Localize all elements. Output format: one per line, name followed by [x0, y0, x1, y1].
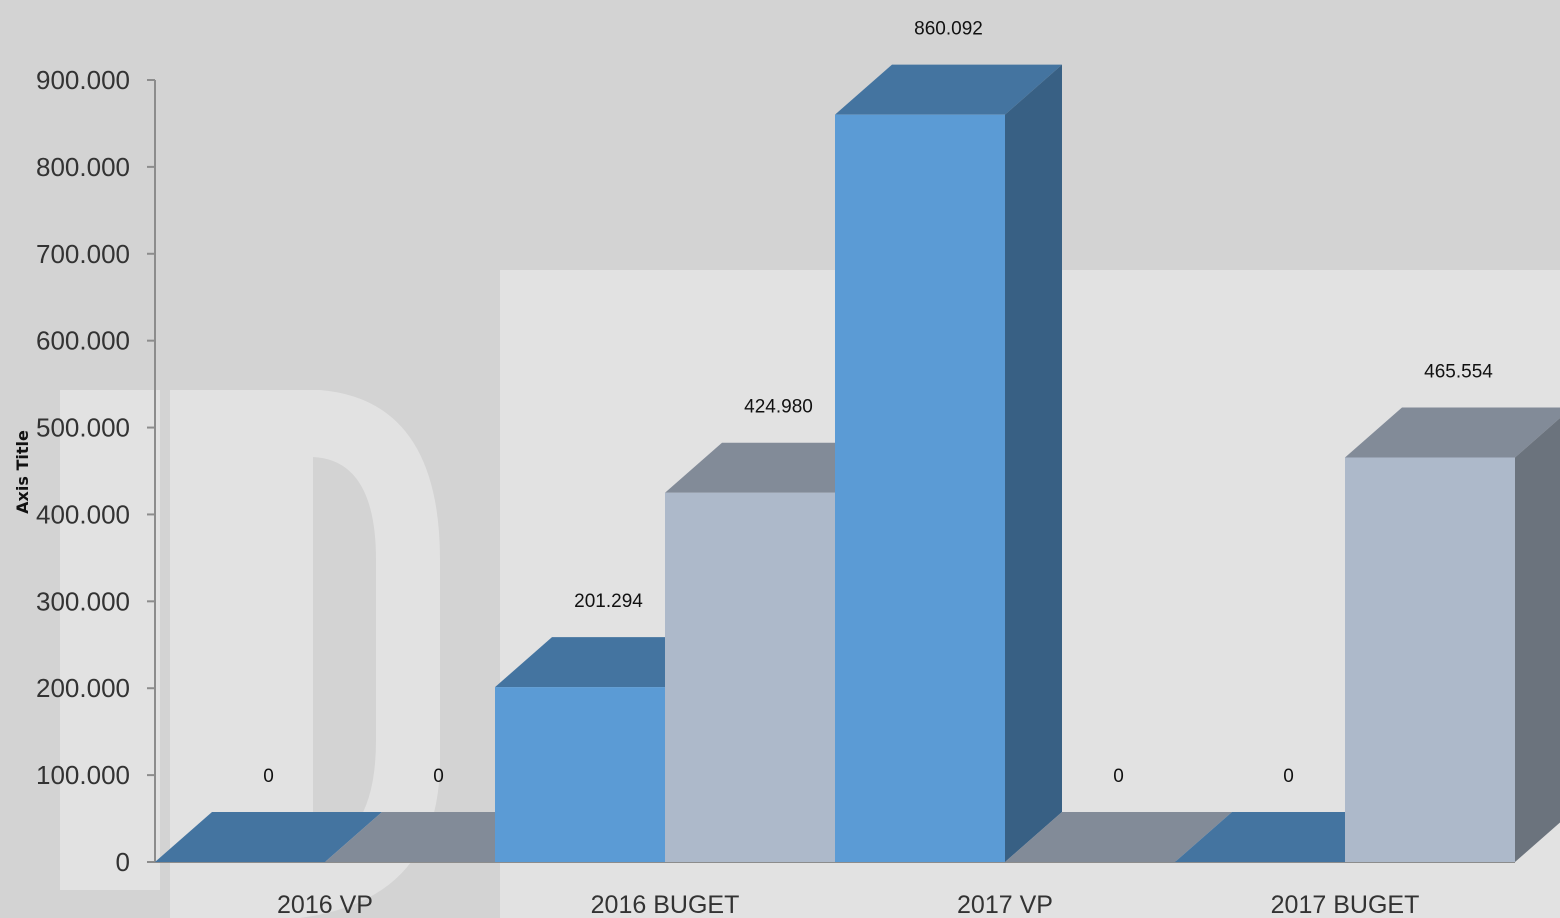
y-axis-title: Axis Title: [13, 430, 32, 514]
data-label: 0: [433, 766, 444, 787]
y-tick-label: 800.000: [36, 152, 130, 182]
bar-front-face: [835, 114, 1005, 863]
bar-side-face: [1005, 64, 1062, 863]
bar-top-face: [155, 812, 382, 862]
bar: [1005, 812, 1232, 862]
data-labels: 0 0 201.294 424.980 860.092 0 0 465.554: [263, 19, 1493, 787]
y-axis-ticks: 0 100.000 200.000 300.000 400.000 500.000 600.…: [36, 65, 155, 877]
watermark-letter-j: [60, 390, 160, 890]
bar-top-face: [1005, 812, 1232, 862]
data-label: 860.092: [914, 19, 983, 40]
y-tick-label: 900.000: [36, 65, 130, 95]
bars: [155, 64, 1560, 863]
bar: [835, 64, 1062, 863]
y-tick-label: 600.000: [36, 326, 130, 356]
x-category-label: 2016 VP: [277, 891, 373, 918]
data-label: 0: [1113, 766, 1124, 787]
y-tick-label: 700.000: [36, 239, 130, 269]
data-label: 0: [1283, 766, 1294, 787]
bar-top-face: [835, 64, 1062, 115]
y-tick-label: 500.000: [36, 413, 130, 443]
bar-front-face: [495, 687, 665, 862]
data-label: 0: [263, 766, 274, 787]
bar-front-face: [1345, 457, 1515, 862]
y-tick-label: 400.000: [36, 499, 130, 529]
data-label: 465.554: [1424, 361, 1493, 382]
watermark-letter-d: [170, 390, 440, 918]
y-tick-label: 0: [116, 847, 130, 877]
x-category-label: 2016 BUGET: [591, 891, 740, 918]
watermark-letter-t-top: [500, 395, 628, 457]
bar: [1345, 407, 1560, 862]
x-category-label: 2017 VP: [957, 891, 1053, 918]
y-tick-label: 100.000: [36, 760, 130, 790]
data-label: 424.980: [744, 397, 813, 418]
bar-side-face: [1515, 418, 1560, 862]
x-category-label: 2017 BUGET: [1271, 891, 1420, 918]
data-label: 201.294: [574, 591, 643, 612]
x-axis-labels: 2016 VP 2016 BUGET 2017 VP 2017 BUGET: [277, 891, 1419, 918]
bar-top-face: [1345, 407, 1560, 458]
bar-front-face: [665, 492, 835, 862]
bar: [155, 812, 382, 862]
y-tick-label: 200.000: [36, 673, 130, 703]
y-tick-label: 300.000: [36, 586, 130, 616]
